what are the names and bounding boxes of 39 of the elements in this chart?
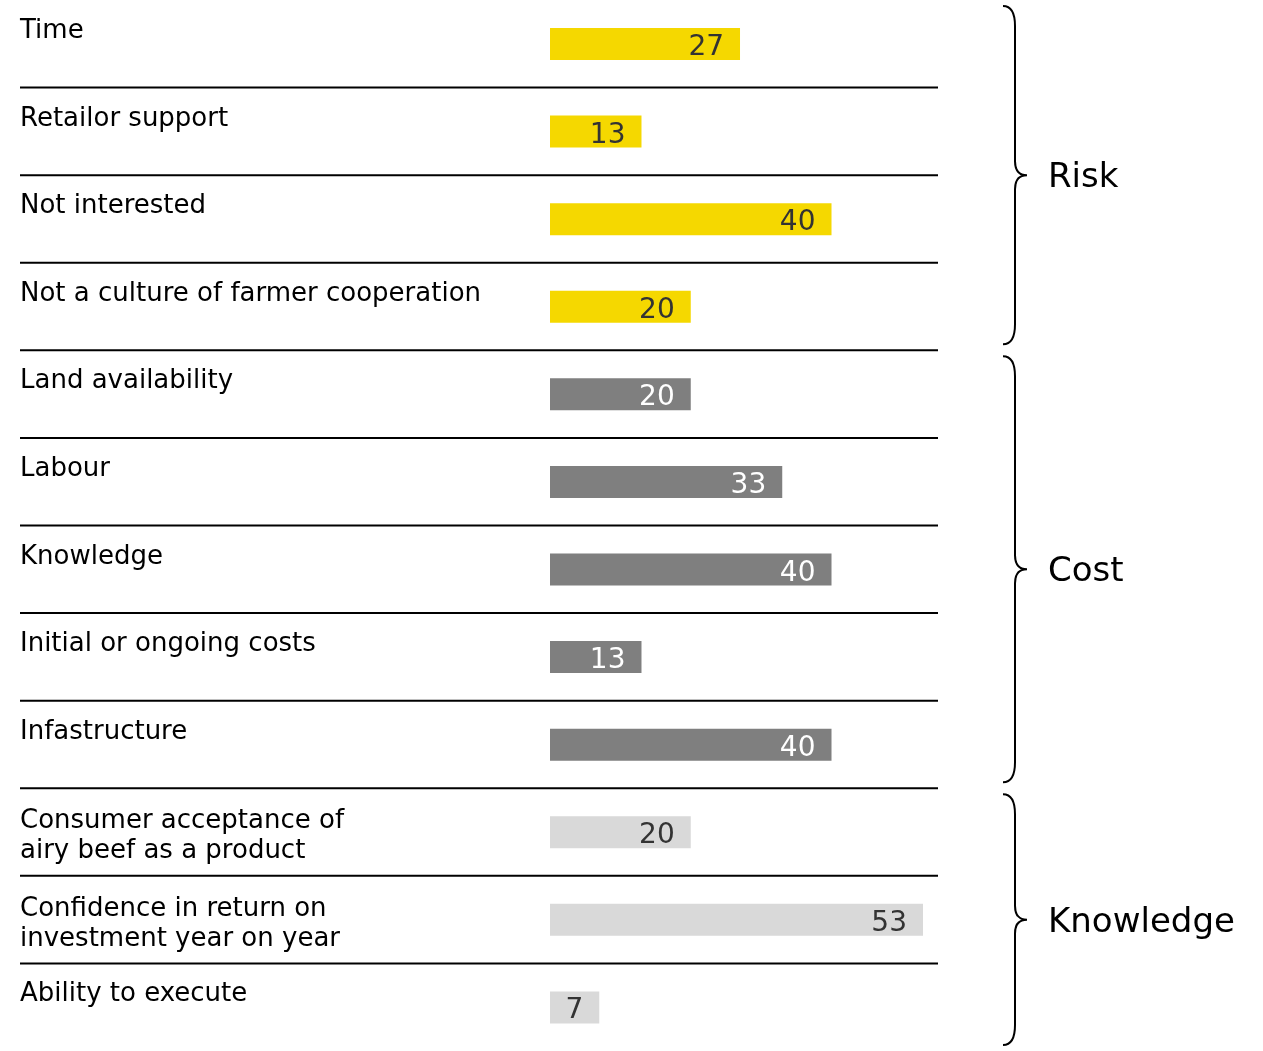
text: Knowledge [1048,899,1235,940]
bar [550,290,691,323]
data-label: 7 [565,992,584,1026]
data-label: 40 [779,554,816,588]
bar [550,903,923,936]
data-label: 40 [779,204,816,238]
text: Risk [1048,155,1119,196]
y-tick-label: Time [19,14,84,44]
bar [550,641,642,674]
y-tick-label: Not interested [20,189,207,220]
bar [550,28,741,60]
y-tick-label: Consumer acceptance of airy beef as a product [20,804,345,865]
y-tick-label: Knowledge [20,539,163,570]
y-tick-label: Labour [20,451,111,482]
data-label: 33 [730,466,767,500]
bar [550,816,691,849]
data-label: 13 [589,642,626,676]
bar [550,728,832,761]
bar [550,115,642,148]
y-tick-label: Ability to execute [20,977,248,1008]
data-label: 40 [779,729,816,763]
y-tick-label: Not a culture of farmer cooperation [20,276,482,307]
y-tick-label: Land availability [20,364,234,395]
data-label: 20 [639,379,675,413]
text: Cost [1048,549,1124,590]
y-tick-label: Retailor support [20,101,229,132]
bar [550,465,783,498]
data-label: 20 [639,291,675,325]
bar [550,203,832,236]
bar [550,378,691,411]
data-label: 20 [639,817,675,851]
bar [550,553,832,586]
y-tick-label: Initial or ongoing costs [20,627,316,658]
y-tick-label: Infastructure [20,714,188,745]
y-tick-label: Confidence in return on investment year on year [20,891,341,952]
data-label: 13 [589,116,626,150]
data-label: 27 [688,29,725,62]
bar [550,991,600,1024]
data-label: 53 [871,904,907,938]
